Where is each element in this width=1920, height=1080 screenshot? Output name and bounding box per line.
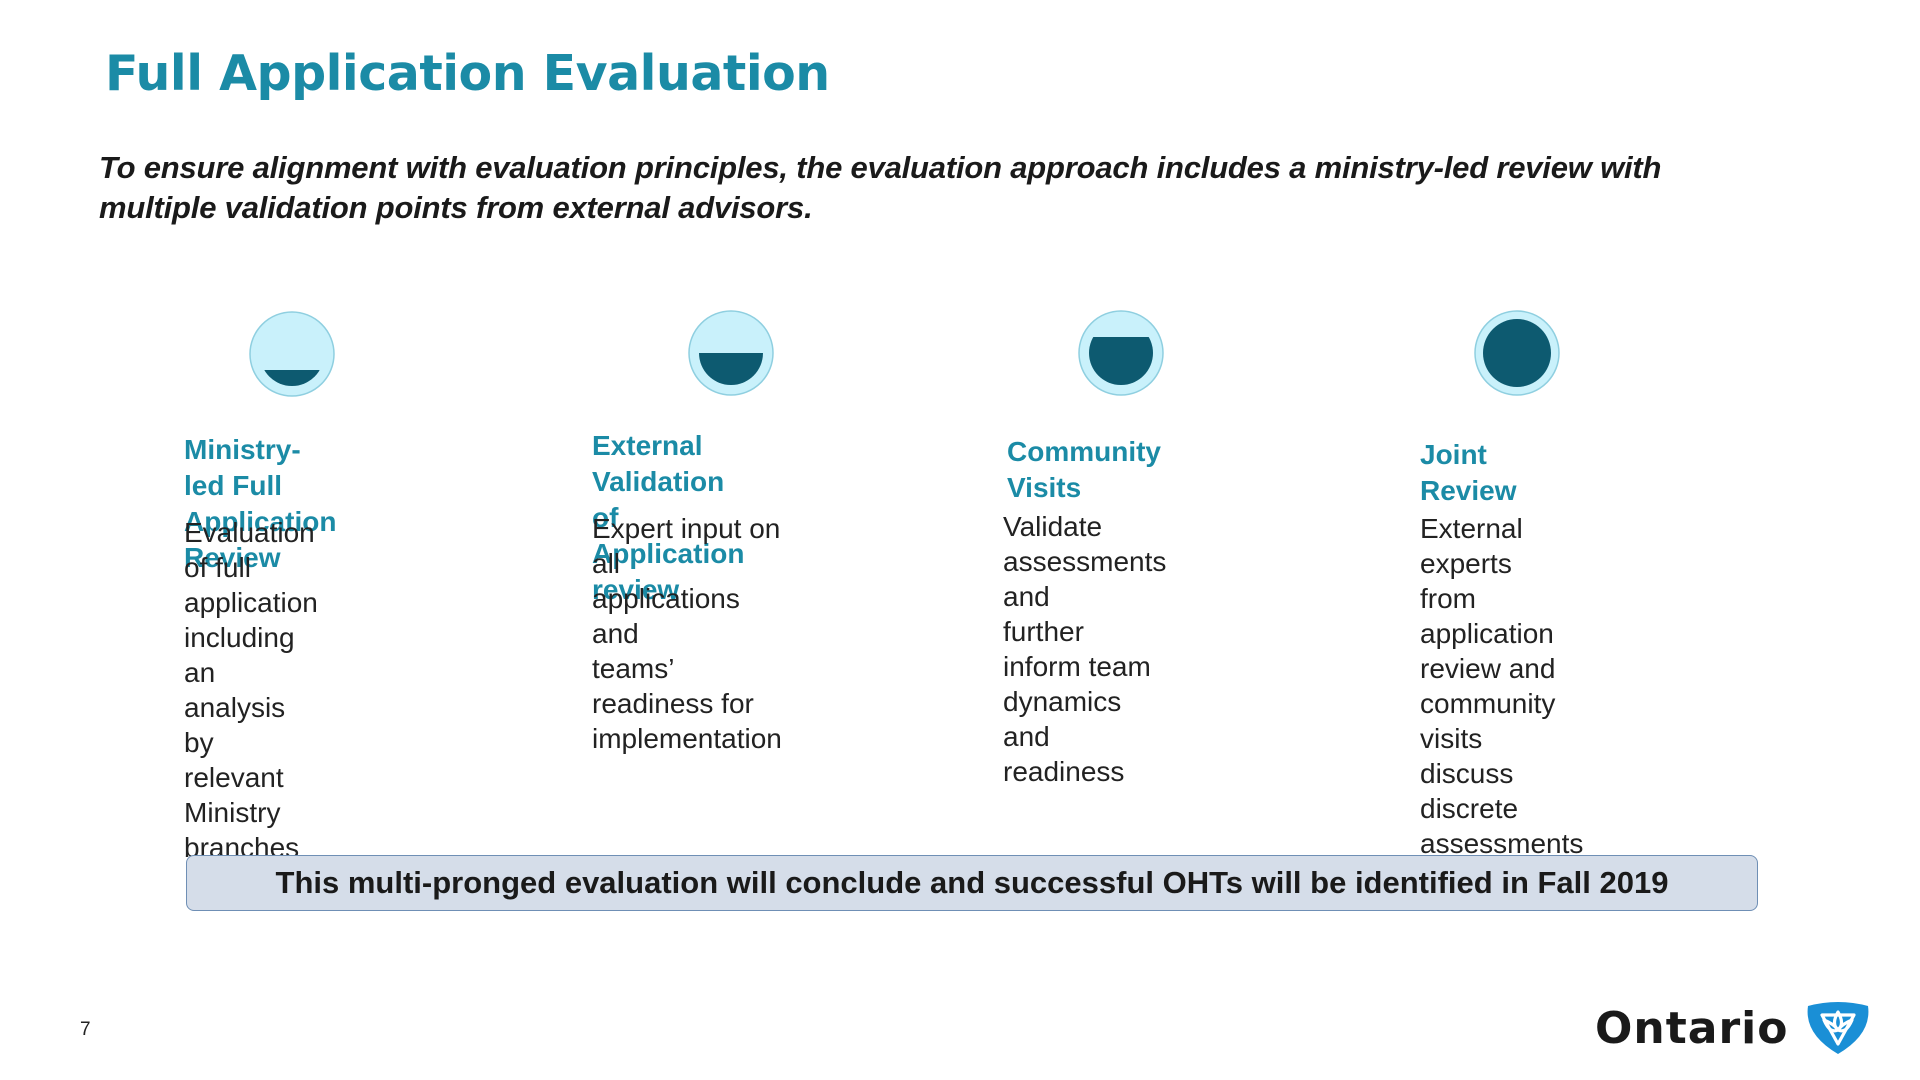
logo-text: Ontario: [1595, 1002, 1789, 1054]
step-description: Expert input on all applications and tea…: [592, 513, 782, 754]
half-filled-circle-icon: [688, 310, 774, 396]
three-quarter-filled-circle-icon: [1078, 310, 1164, 396]
full-circle-icon: [1474, 310, 1560, 396]
ontario-logo: Ontario: [1595, 1000, 1874, 1056]
step-title: Joint Review: [1420, 439, 1517, 506]
page-number: 7: [80, 1019, 91, 1040]
step-description: Validate assessments and further inform …: [1003, 511, 1167, 787]
page-title: Full Application Evaluation: [105, 45, 830, 102]
page-subtitle: To ensure alignment with evaluation prin…: [99, 150, 1662, 225]
banner-text: This multi-pronged evaluation will concl…: [275, 865, 1669, 900]
conclusion-banner: This multi-pronged evaluation will concl…: [186, 855, 1758, 911]
step-title: Community Visits: [1007, 436, 1161, 503]
step-description: Evaluation of full application including…: [184, 517, 318, 863]
ontario-trillium-logo-icon: [1808, 1002, 1869, 1054]
quarter-filled-circle-icon: [249, 311, 335, 397]
step-description: External experts from application review…: [1420, 513, 1584, 859]
step-title: Ministry-led Full Application Review: [184, 434, 337, 573]
step-title: External Validation of Application revie…: [592, 430, 745, 605]
